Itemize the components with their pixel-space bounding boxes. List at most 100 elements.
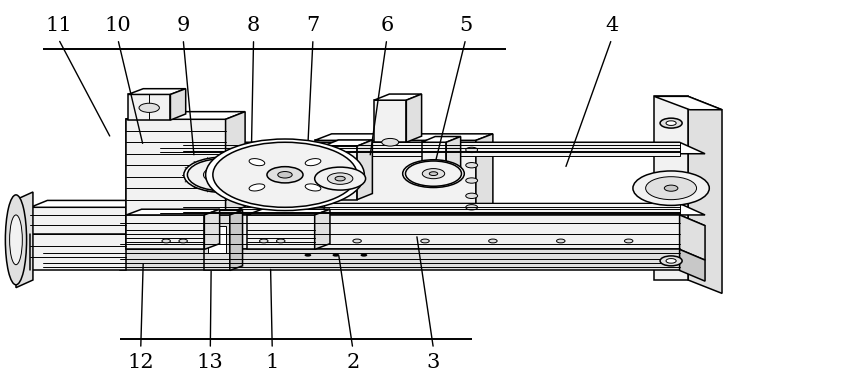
Circle shape	[212, 142, 357, 207]
Circle shape	[489, 239, 497, 243]
Text: 5: 5	[459, 16, 473, 35]
Circle shape	[203, 166, 242, 184]
Circle shape	[625, 239, 633, 243]
Ellipse shape	[249, 159, 265, 166]
Circle shape	[313, 205, 325, 210]
Polygon shape	[204, 210, 242, 215]
Polygon shape	[680, 249, 705, 281]
Circle shape	[184, 157, 263, 192]
Polygon shape	[323, 140, 372, 146]
Polygon shape	[120, 215, 705, 226]
Polygon shape	[120, 215, 680, 249]
Circle shape	[267, 167, 303, 183]
Circle shape	[313, 162, 325, 168]
Ellipse shape	[249, 184, 265, 191]
Ellipse shape	[305, 159, 321, 166]
Text: 4: 4	[605, 16, 618, 35]
Polygon shape	[406, 94, 422, 142]
Circle shape	[422, 169, 445, 179]
Polygon shape	[314, 134, 493, 140]
Polygon shape	[31, 234, 127, 270]
Text: 8: 8	[247, 16, 260, 35]
Circle shape	[314, 167, 366, 190]
Polygon shape	[128, 94, 170, 120]
Circle shape	[259, 239, 268, 243]
Text: 2: 2	[346, 353, 360, 372]
Polygon shape	[170, 89, 185, 120]
Circle shape	[466, 147, 478, 152]
Polygon shape	[204, 215, 230, 270]
Polygon shape	[127, 119, 161, 249]
Circle shape	[313, 193, 325, 199]
Polygon shape	[161, 142, 705, 154]
Polygon shape	[204, 209, 219, 249]
Circle shape	[466, 162, 478, 168]
Circle shape	[666, 258, 677, 263]
Polygon shape	[688, 96, 722, 293]
Polygon shape	[654, 96, 688, 280]
Circle shape	[276, 239, 285, 243]
Text: 10: 10	[105, 16, 131, 35]
Polygon shape	[127, 112, 245, 119]
Polygon shape	[680, 215, 705, 260]
Ellipse shape	[9, 215, 22, 265]
Polygon shape	[43, 249, 705, 260]
Polygon shape	[314, 140, 476, 215]
Polygon shape	[246, 209, 330, 215]
Polygon shape	[16, 192, 33, 288]
Circle shape	[206, 139, 365, 210]
Polygon shape	[161, 204, 705, 215]
Ellipse shape	[5, 195, 26, 285]
Circle shape	[139, 103, 160, 113]
Circle shape	[335, 176, 345, 181]
Polygon shape	[128, 89, 185, 94]
Polygon shape	[374, 94, 422, 100]
Circle shape	[429, 172, 438, 175]
Polygon shape	[422, 137, 461, 142]
Circle shape	[304, 253, 311, 257]
Circle shape	[466, 205, 478, 210]
Text: 6: 6	[380, 16, 394, 35]
Circle shape	[466, 178, 478, 183]
Circle shape	[633, 171, 709, 205]
Circle shape	[327, 173, 353, 184]
Circle shape	[660, 118, 683, 128]
Circle shape	[332, 253, 339, 257]
Polygon shape	[127, 119, 225, 215]
Circle shape	[278, 172, 292, 178]
Polygon shape	[230, 210, 242, 270]
Polygon shape	[31, 228, 144, 234]
Circle shape	[313, 178, 325, 183]
Circle shape	[313, 147, 325, 152]
Polygon shape	[161, 204, 680, 217]
Polygon shape	[246, 215, 314, 249]
Circle shape	[421, 239, 429, 243]
Circle shape	[162, 239, 170, 243]
Polygon shape	[314, 209, 330, 249]
Polygon shape	[446, 137, 461, 180]
Circle shape	[646, 177, 696, 200]
Circle shape	[660, 256, 683, 266]
Text: 1: 1	[265, 353, 279, 372]
Text: 12: 12	[128, 353, 154, 372]
Polygon shape	[120, 249, 680, 270]
Ellipse shape	[305, 184, 321, 191]
Circle shape	[360, 253, 367, 257]
Polygon shape	[31, 207, 127, 234]
Text: 11: 11	[45, 16, 71, 35]
Circle shape	[187, 159, 258, 191]
Text: 13: 13	[197, 353, 224, 372]
Circle shape	[405, 161, 462, 186]
Circle shape	[403, 160, 464, 187]
Polygon shape	[323, 146, 357, 200]
Circle shape	[382, 139, 399, 146]
Polygon shape	[127, 215, 204, 249]
Circle shape	[666, 121, 677, 126]
Polygon shape	[476, 134, 493, 215]
Polygon shape	[422, 142, 446, 180]
Circle shape	[353, 239, 361, 243]
Polygon shape	[127, 112, 178, 119]
Polygon shape	[127, 209, 219, 215]
Polygon shape	[225, 112, 245, 215]
Polygon shape	[357, 140, 372, 200]
